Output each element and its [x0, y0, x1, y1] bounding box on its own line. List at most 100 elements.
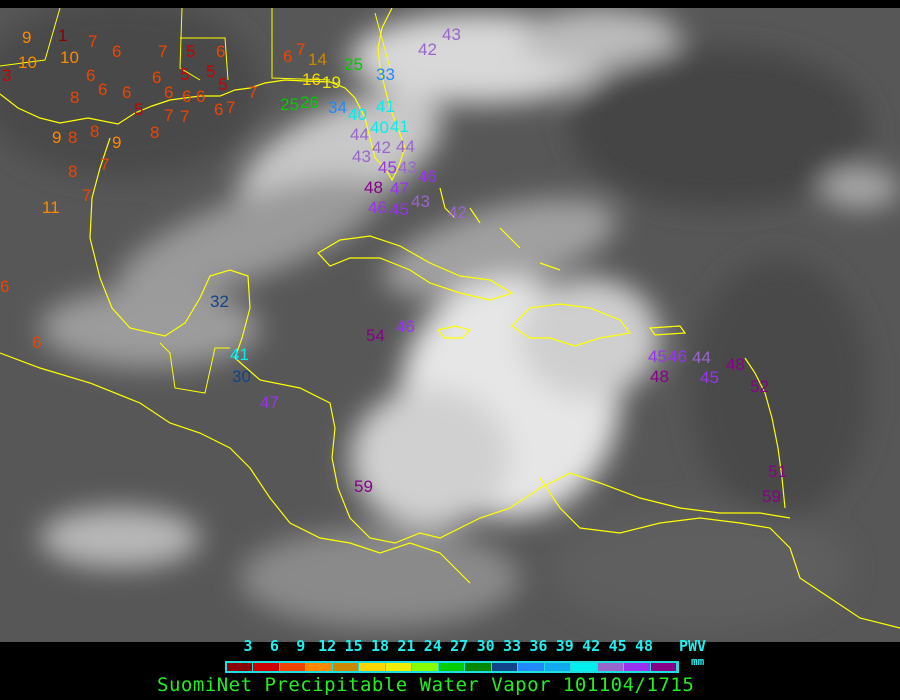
station-pwv-value: 41 [230, 345, 249, 364]
station-pwv-value: 5 [186, 42, 195, 61]
station-pwv-value: 48 [650, 367, 669, 386]
station-pwv-value: 26 [300, 93, 319, 112]
hispaniola-coast-line [511, 303, 632, 347]
station-pwv-value: 7 [88, 32, 97, 51]
station-pwv-value: 14 [308, 50, 327, 69]
legend-color-box [571, 663, 598, 671]
station-pwv-value: 7 [82, 186, 91, 205]
jamaica-coast-line [436, 325, 472, 339]
station-pwv-value: 19 [322, 73, 341, 92]
legend-color-box [624, 663, 651, 671]
mexico-borders [159, 342, 230, 394]
station-pwv-value: 9 [112, 133, 121, 152]
station-pwv-value: 44 [692, 348, 711, 367]
station-pwv-value: 1 [58, 26, 67, 45]
station-pwv-value: 45 [700, 368, 719, 387]
station-pwv-value: 6 [214, 100, 223, 119]
legend-tick-label: 12 [318, 637, 337, 655]
station-pwv-value: 8 [150, 123, 159, 142]
station-pwv-value: 7 [248, 83, 257, 102]
gulf-coast-line [0, 8, 406, 182]
central-america-coast-line [234, 357, 791, 544]
puerto-rico-coast-line [648, 325, 687, 336]
legend-color-box [332, 663, 360, 671]
station-pwv-value: 6 [152, 68, 161, 87]
coastlines [0, 8, 900, 629]
station-pwv-value: 44 [396, 137, 415, 156]
station-pwv-value: 44 [350, 125, 369, 144]
station-pwv-value: 9 [52, 128, 61, 147]
station-pwv-value: 45 [648, 347, 667, 366]
station-pwv-value: 47 [260, 393, 279, 412]
station-pwv-value: 41 [390, 117, 409, 136]
station-pwv-value: 6 [164, 83, 173, 102]
station-pwv-value: 33 [376, 65, 395, 84]
station-pwv-value: 7 [164, 106, 173, 125]
station-pwv-value: 5 [218, 75, 227, 94]
legend-tick-label: 48 [634, 637, 654, 655]
station-pwv-value: 30 [232, 367, 251, 386]
legend-color-box [465, 663, 492, 671]
station-pwv-value: 6 [182, 87, 191, 106]
legend-color-box [438, 663, 466, 671]
station-pwv-value: 46 [368, 198, 387, 217]
station-pwv-value: 43 [411, 192, 430, 211]
legend-tick-label: 24 [423, 637, 442, 655]
station-pwv-value: 7 [180, 107, 189, 126]
station-pwv-value: 52 [750, 377, 769, 396]
legend-color-box [385, 663, 413, 671]
legend-tick-label: 42 [582, 637, 601, 655]
station-pwv-value: 6 [0, 277, 9, 296]
us-state-borders [0, 8, 391, 81]
legend-unit-pwv: PWV [679, 637, 707, 655]
station-pwv-value: 25 [280, 95, 299, 114]
legend-tick-label: 3 [243, 637, 253, 655]
station-pwv-value: 5 [180, 65, 189, 84]
station-pwv-value: 6 [98, 80, 107, 99]
station-pwv-value: 59 [762, 487, 781, 506]
station-pwv-value: 16 [302, 70, 321, 89]
legend-color-box [491, 663, 519, 671]
station-pwv-value: 11 [42, 198, 60, 217]
station-pwv-value: 6 [122, 83, 131, 102]
station-pwv-value: 48 [364, 178, 383, 197]
station-pwv-value: 6 [32, 333, 41, 352]
station-pwv-value: 46 [668, 347, 687, 366]
legend-color-box [306, 663, 333, 671]
station-pwv-value: 51 [768, 462, 787, 481]
station-pwv-value: 7 [226, 98, 235, 117]
station-pwv-value: 45 [378, 158, 397, 177]
legend-tick-label: 30 [476, 637, 495, 655]
cuba-coast-line [317, 235, 514, 301]
legend-title: SuomiNet Precipitable Water Vapor 101104… [157, 674, 695, 696]
station-pwv-value: 32 [210, 292, 229, 311]
legend-tick-label: 36 [529, 637, 548, 655]
station-pwv-value: 10 [60, 48, 79, 67]
station-pwv-value: 45 [390, 200, 409, 219]
station-pwv-value: 25 [344, 55, 363, 74]
station-pwv-value: 48 [726, 355, 745, 374]
color-legend: 3 6 9 12 15 18 21 24 27 30 33 36 39 42 45 48 PWV mm Suo… [0, 638, 900, 700]
cloud-cover [0, 8, 900, 628]
legend-tick-label: 27 [450, 637, 469, 655]
station-pwv-value: 46 [418, 167, 437, 186]
station-pwv-value: 46 [396, 317, 415, 336]
station-pwv-value: 43 [398, 158, 417, 177]
legend-color-box [518, 663, 545, 671]
legend-color-box [597, 663, 625, 671]
legend-color-box [279, 663, 307, 671]
legend-color-bar [225, 661, 679, 673]
station-pwv-value: 5 [206, 62, 215, 81]
legend-color-box [544, 663, 572, 671]
station-pwv-value: 42 [418, 40, 437, 59]
station-pwv-value: 10 [18, 53, 37, 72]
legend-color-box [253, 663, 280, 671]
station-pwv-value: 6 [283, 47, 292, 66]
station-pwv-value: 42 [372, 138, 391, 157]
station-pwv-value: 7 [158, 42, 167, 61]
legend-color-box [227, 663, 254, 671]
station-pwv-value: 43 [352, 147, 371, 166]
station-pwv-value: 7 [296, 40, 305, 59]
